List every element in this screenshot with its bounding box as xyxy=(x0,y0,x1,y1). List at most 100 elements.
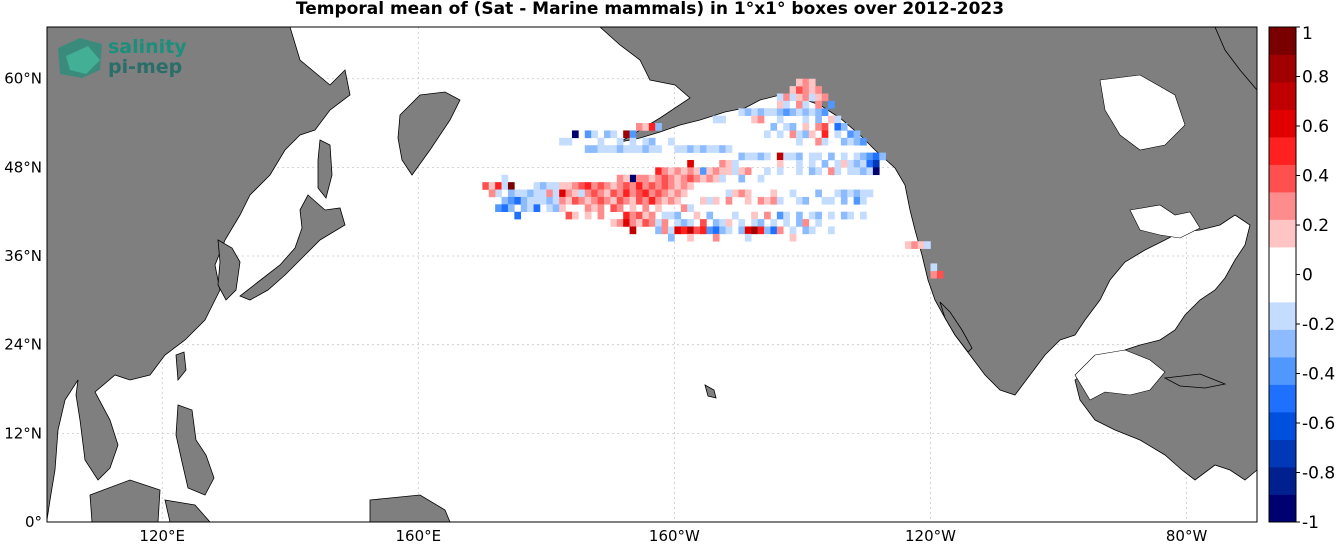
heatmap-cell xyxy=(840,123,848,131)
heatmap-cell xyxy=(808,159,816,168)
heatmap-cell xyxy=(674,226,682,235)
heatmap-cell xyxy=(661,189,669,198)
heatmap-cell xyxy=(770,108,778,116)
heatmap-cell xyxy=(751,219,758,227)
heatmap-cell xyxy=(629,182,637,190)
heatmap-cell xyxy=(808,167,816,176)
heatmap-cell xyxy=(591,182,598,190)
heatmap-cell xyxy=(635,211,643,220)
heatmap-cell xyxy=(770,226,778,235)
heatmap-cell xyxy=(725,219,733,227)
heatmap-cell xyxy=(674,145,682,153)
heatmap-cell xyxy=(571,130,579,139)
logo-line2: pi-mep xyxy=(108,56,182,78)
heatmap-cell xyxy=(635,196,643,205)
heatmap-cell xyxy=(866,159,874,168)
heatmap-cell xyxy=(674,211,682,220)
heatmap-cell xyxy=(700,174,707,183)
heatmap-cell xyxy=(738,108,746,116)
heatmap-cell xyxy=(693,226,701,235)
heatmap-cell xyxy=(712,167,720,176)
heatmap-cell xyxy=(680,167,688,176)
heatmap-cell xyxy=(584,189,592,198)
heatmap-cell xyxy=(796,219,803,227)
heatmap-cell xyxy=(591,145,598,153)
colorbar-segment xyxy=(1269,412,1296,440)
heatmap-cell xyxy=(796,159,803,168)
heatmap-cell xyxy=(578,196,586,205)
heatmap-cell xyxy=(668,196,675,205)
heatmap-cell xyxy=(610,182,618,190)
heatmap-cell xyxy=(770,189,778,198)
heatmap-cell xyxy=(680,174,688,183)
lat-tick-label: 60°N xyxy=(4,70,42,88)
heatmap-cell xyxy=(796,78,803,87)
heatmap-cell xyxy=(514,196,522,205)
heatmap-cell xyxy=(584,211,592,220)
heatmap-cell xyxy=(802,219,810,227)
colorbar-tick-label: 0.4 xyxy=(1302,167,1329,187)
heatmap-cell xyxy=(789,108,797,116)
heatmap-cell xyxy=(514,211,522,220)
land-north-america xyxy=(599,27,1257,481)
heatmap-cell xyxy=(668,167,675,176)
heatmap-cell xyxy=(770,219,778,227)
heatmap-cell xyxy=(828,115,835,124)
heatmap-cell xyxy=(648,145,656,153)
heatmap-cell xyxy=(764,108,771,116)
heatmap-cell xyxy=(776,211,784,220)
heatmap-cell xyxy=(840,159,848,168)
heatmap-cell xyxy=(610,130,618,139)
gulf-of-mexico xyxy=(1074,349,1166,401)
heatmap-cell xyxy=(687,145,694,153)
heatmap-cell xyxy=(815,123,822,131)
heatmap-cell xyxy=(802,115,810,124)
heatmap-cell xyxy=(853,167,861,176)
heatmap-cell xyxy=(559,204,566,213)
heatmap-cell xyxy=(591,204,598,213)
heatmap-cell xyxy=(597,182,605,190)
lat-tick-label: 36°N xyxy=(4,247,42,265)
heatmap-cell xyxy=(539,196,547,205)
heatmap-cell xyxy=(591,189,598,198)
heatmap-cell xyxy=(815,167,822,176)
heatmap-cell xyxy=(661,196,669,205)
heatmap-cell xyxy=(571,211,579,220)
heatmap-cell xyxy=(815,189,822,198)
heatmap-cell xyxy=(655,196,662,205)
heatmap-cell xyxy=(603,145,611,153)
colorbar-segment xyxy=(1269,54,1296,83)
heatmap-cell xyxy=(501,204,509,213)
heatmap-cell xyxy=(783,100,790,109)
heatmap-cell xyxy=(706,174,714,183)
heatmap-cell xyxy=(808,226,816,235)
heatmap-cell xyxy=(840,137,848,146)
heatmap-cell xyxy=(488,189,496,198)
heatmap-cell xyxy=(668,189,675,198)
heatmap-cell xyxy=(847,211,854,220)
heatmap-cell xyxy=(700,196,707,205)
heatmap-cell xyxy=(719,159,726,168)
heatmap-cell xyxy=(802,226,810,235)
heatmap-cell xyxy=(706,167,714,176)
heatmap-cell xyxy=(815,108,822,116)
heatmap-cell xyxy=(757,226,765,235)
heatmap-cell xyxy=(789,93,797,102)
heatmap-cells xyxy=(482,78,944,279)
heatmap-cell xyxy=(872,159,880,168)
heatmap-cell xyxy=(629,189,637,198)
heatmap-cell xyxy=(616,196,624,205)
heatmap-cell xyxy=(648,189,656,198)
heatmap-cell xyxy=(635,219,643,227)
heatmap-cell xyxy=(623,189,630,198)
lat-tick-label: 0° xyxy=(25,513,42,531)
heatmap-cell xyxy=(680,182,688,190)
heatmap-cell xyxy=(828,152,835,161)
heatmap-cell xyxy=(578,182,586,190)
colorbar-segment xyxy=(1269,467,1296,495)
heatmap-cell xyxy=(719,145,726,153)
heatmap-cell xyxy=(661,182,669,190)
heatmap-cell xyxy=(648,196,656,205)
colorbar-segment xyxy=(1269,384,1296,413)
